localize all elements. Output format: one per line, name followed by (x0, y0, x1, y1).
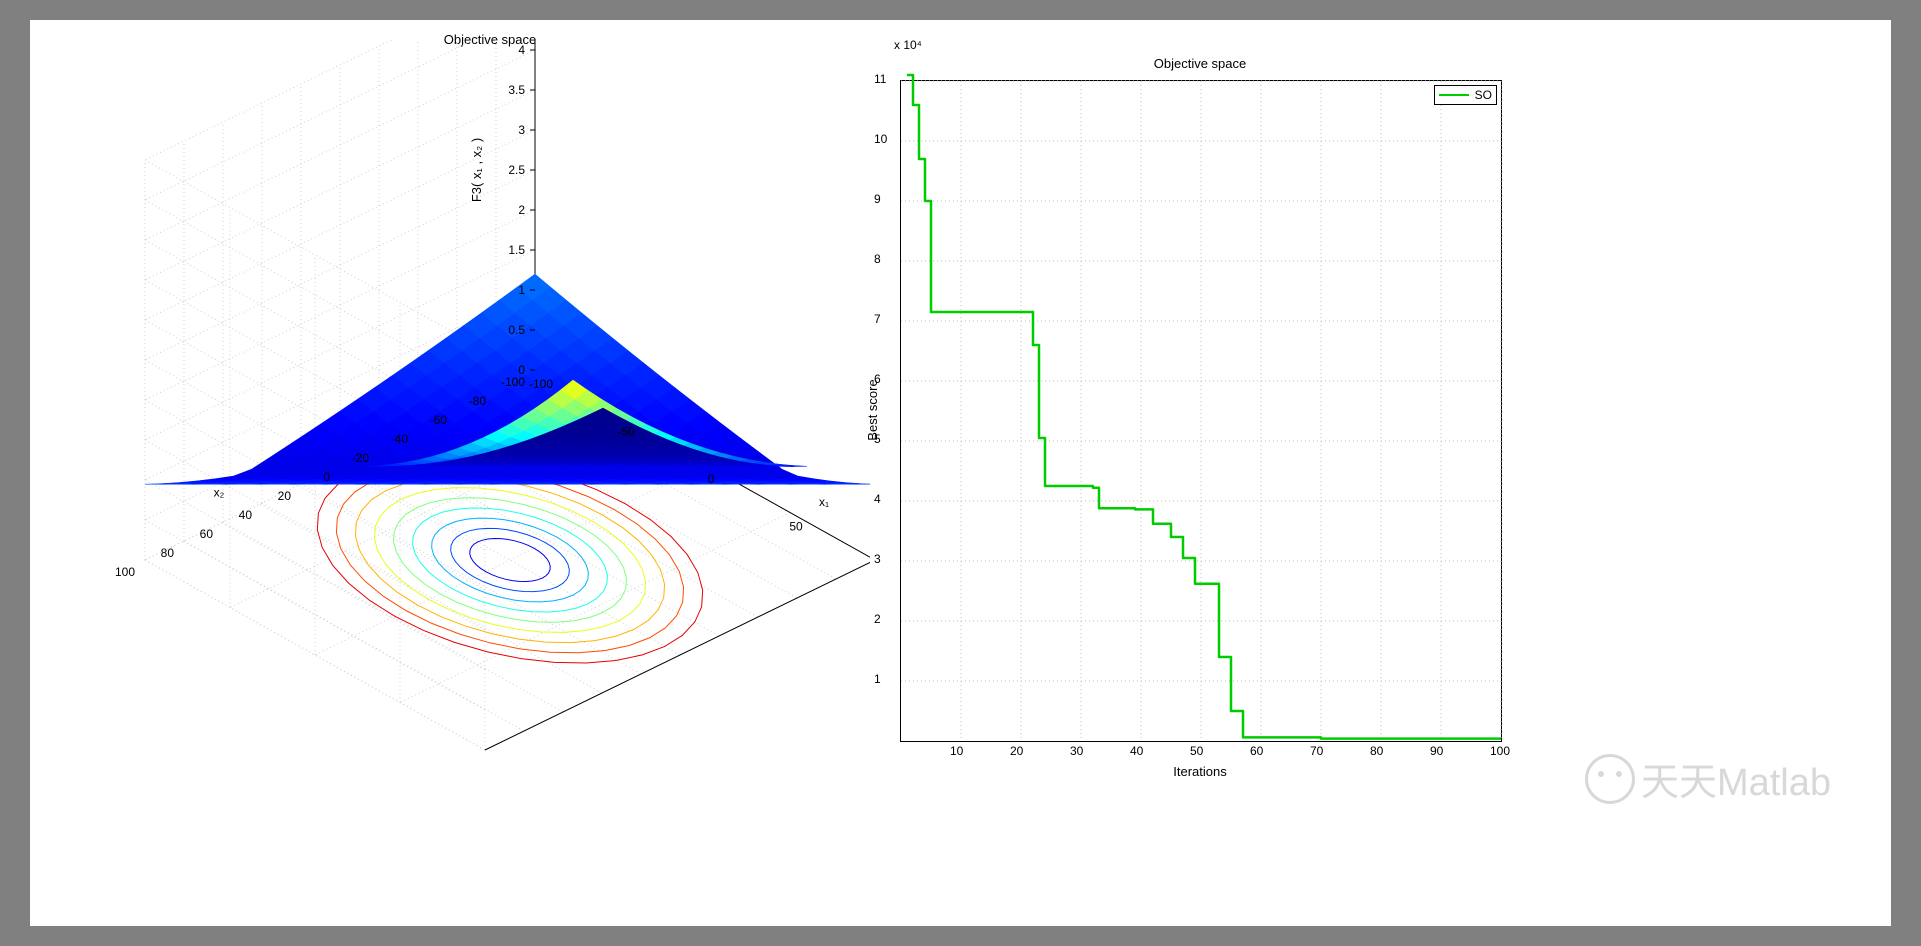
x-tick: 90 (1430, 744, 1443, 758)
svg-text:0: 0 (323, 470, 330, 484)
svg-text:-20: -20 (352, 451, 370, 465)
surface3d-svg: 00.511.522.533.544.55x 10⁴F3( x₁ , x₂ )-… (110, 40, 870, 800)
svg-text:20: 20 (278, 489, 292, 503)
svg-text:80: 80 (161, 546, 175, 560)
left-3d-chart: Objective space 00.511.522.53 (110, 40, 870, 800)
x-tick: 70 (1310, 744, 1323, 758)
x-tick: 40 (1130, 744, 1143, 758)
y-tick: 6 (874, 372, 881, 386)
y-tick: 3 (874, 552, 881, 566)
svg-text:0: 0 (708, 472, 715, 486)
svg-text:2: 2 (518, 203, 525, 217)
legend-label: SO (1475, 88, 1492, 102)
x-tick: 100 (1490, 744, 1510, 758)
svg-text:1.5: 1.5 (508, 243, 525, 257)
x-tick: 30 (1070, 744, 1083, 758)
y-tick: 4 (874, 492, 881, 506)
convergence-svg (901, 81, 1501, 741)
x-tick: 80 (1370, 744, 1383, 758)
right-plot-area: SO (900, 80, 1502, 742)
figure-container: Objective space 0 0.5 1 1.5 2 2.5 3 (30, 20, 1891, 926)
svg-text:60: 60 (200, 527, 214, 541)
svg-text:-100: -100 (529, 377, 553, 391)
y-tick: 8 (874, 252, 881, 266)
watermark-text: 天天Matlab (1641, 751, 1831, 806)
y-tick: 5 (874, 432, 881, 446)
svg-text:-50: -50 (617, 425, 635, 439)
x-tick: 60 (1250, 744, 1263, 758)
svg-text:x₂: x₂ (214, 486, 225, 500)
y-tick: 2 (874, 612, 881, 626)
svg-text:1: 1 (518, 283, 525, 297)
watermark: 天天Matlab (1585, 751, 1831, 806)
legend: SO (1434, 85, 1497, 105)
x-tick: 20 (1010, 744, 1023, 758)
x-axis-label: Iterations (1173, 764, 1226, 779)
legend-swatch (1439, 94, 1469, 96)
y-tick: 11 (874, 72, 886, 86)
x-tick: 10 (950, 744, 963, 758)
svg-text:50: 50 (789, 520, 803, 534)
svg-text:3: 3 (518, 123, 525, 137)
svg-text:2.5: 2.5 (508, 163, 525, 177)
svg-text:-80: -80 (469, 394, 487, 408)
y-tick: 1 (874, 672, 881, 686)
x-tick: 50 (1190, 744, 1203, 758)
y-exponent: x 10⁴ (894, 38, 922, 52)
y-tick: 7 (874, 312, 881, 326)
svg-text:-60: -60 (430, 413, 448, 427)
svg-text:40: 40 (239, 508, 253, 522)
svg-text:4: 4 (518, 43, 525, 57)
svg-text:F3( x₁ , x₂ ): F3( x₁ , x₂ ) (469, 138, 484, 202)
right-line-chart: Objective space x 10⁴ SO Iterations Best… (900, 80, 1500, 740)
svg-text:0.5: 0.5 (508, 323, 525, 337)
svg-text:-100: -100 (501, 375, 525, 389)
svg-text:100: 100 (115, 565, 135, 579)
svg-text:-40: -40 (391, 432, 409, 446)
y-tick: 9 (874, 192, 881, 206)
wechat-icon (1585, 754, 1635, 804)
svg-text:3.5: 3.5 (508, 83, 525, 97)
y-tick: 10 (874, 132, 887, 146)
svg-text:x₁: x₁ (819, 495, 829, 509)
right-chart-title: Objective space (900, 56, 1500, 71)
